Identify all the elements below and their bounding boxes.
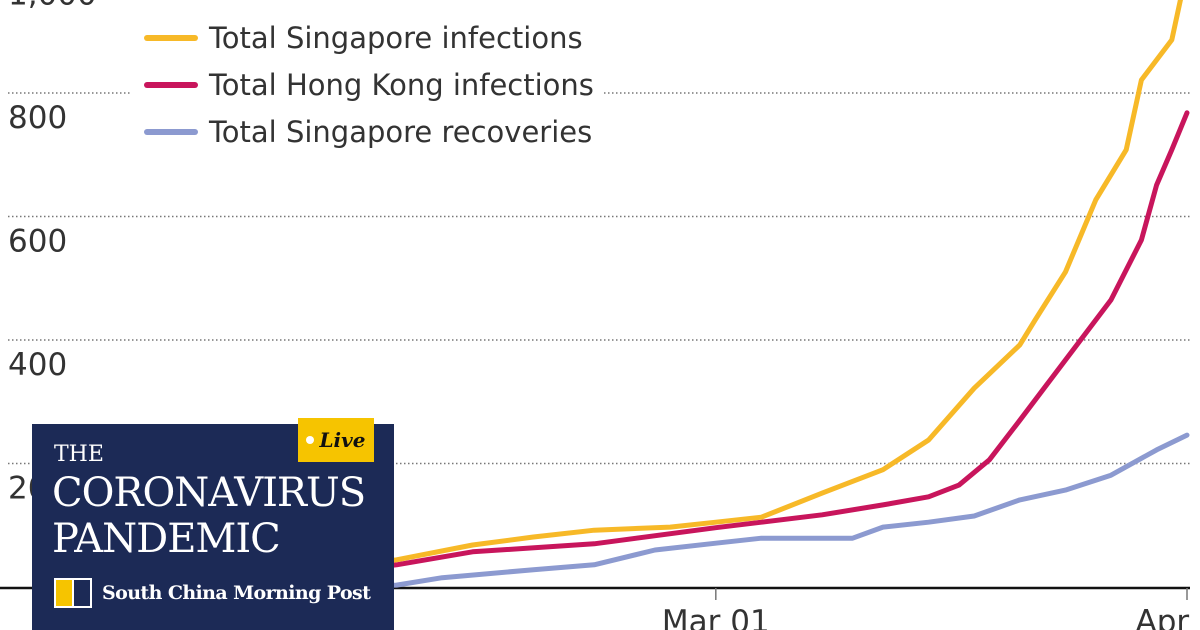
scmp-brand: South China Morning Post [54,578,371,608]
legend-label: Total Singapore recoveries [208,115,592,149]
y-tick-label: 800 [8,100,67,136]
y-tick-label: 600 [8,224,67,260]
banner-title: CORONAVIRUS PANDEMIC [52,470,366,562]
legend: Total Singapore infections Total Hong Kon… [130,10,604,186]
x-tick-label: Mar 01 [662,604,770,630]
y-tick-label: 400 [8,347,67,383]
banner-title-line2: PANDEMIC [52,516,281,562]
series-line-1 [135,110,1190,589]
brand-name: South China Morning Post [102,582,371,604]
legend-label: Total Singapore infections [208,21,583,55]
banner-title-line1: CORONAVIRUS [52,470,366,516]
series-line-2 [135,432,1190,590]
live-badge[interactable]: Live [298,418,374,462]
scmp-logo-icon [54,578,92,608]
banner-the: THE [54,442,104,467]
series-line-0 [135,0,1183,589]
live-dot-icon [306,436,315,444]
live-label: Live [319,428,366,452]
y-tick-label: 1,000 [8,0,97,13]
legend-label: Total Hong Kong infections [208,68,594,102]
x-tick-label: Apr 01 [1136,604,1200,630]
